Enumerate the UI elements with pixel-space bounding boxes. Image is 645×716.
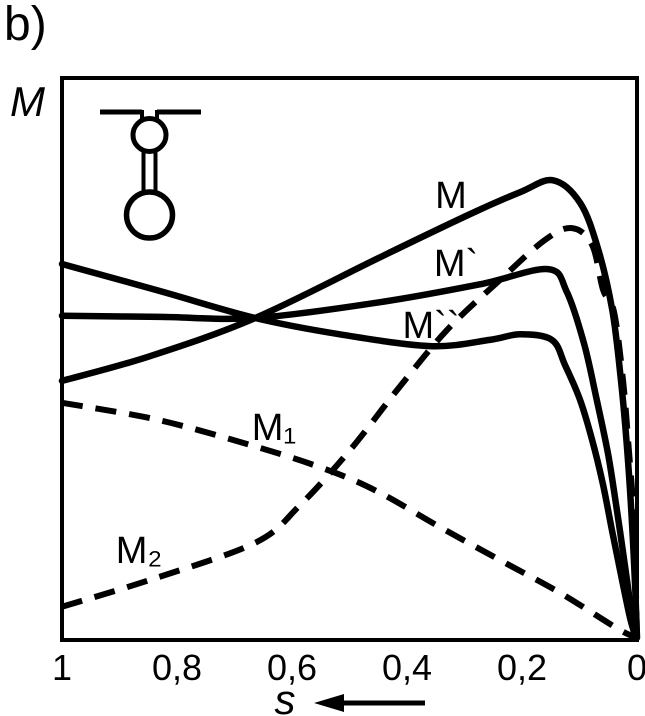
curve-labels-layer: M M` M`` M₁ M₂: [116, 175, 478, 572]
plot-frame: [60, 76, 639, 642]
x-tick-1: 1: [52, 647, 72, 688]
x-axis-tick-labels: 1 0,8 0,6 0,4 0,2 0: [52, 647, 645, 688]
curves-layer: [58, 176, 641, 642]
curve-label-M2: M₂: [116, 530, 162, 572]
x-tick-0_4: 0,4: [382, 647, 432, 688]
curve-label-M: M: [435, 175, 467, 217]
x-tick-0_8: 0,8: [152, 647, 202, 688]
curve-label-M1: M₁: [252, 407, 296, 449]
double-cage-rotor-slot-icon: [100, 109, 201, 241]
x-tick-0_6: 0,6: [267, 647, 317, 688]
curve-M1: [61, 399, 639, 641]
curve-M-prime: [58, 265, 640, 642]
s-direction-left-arrow-icon: [314, 694, 425, 712]
x-tick-0_2: 0,2: [497, 647, 547, 688]
x-tick-0: 0: [627, 647, 645, 688]
outer-cage-bar: [130, 116, 169, 154]
curve-label-M-prime: M`: [434, 243, 478, 285]
curve-label-M-double-prime: M``: [403, 305, 460, 347]
inner-cage-bar: [123, 189, 176, 241]
y-axis-label: M: [10, 78, 45, 125]
panel-label: b): [4, 0, 47, 51]
curve-M2: [61, 224, 640, 638]
x-axis-label: s: [275, 676, 296, 716]
curve-M-double-prime: [58, 260, 640, 642]
